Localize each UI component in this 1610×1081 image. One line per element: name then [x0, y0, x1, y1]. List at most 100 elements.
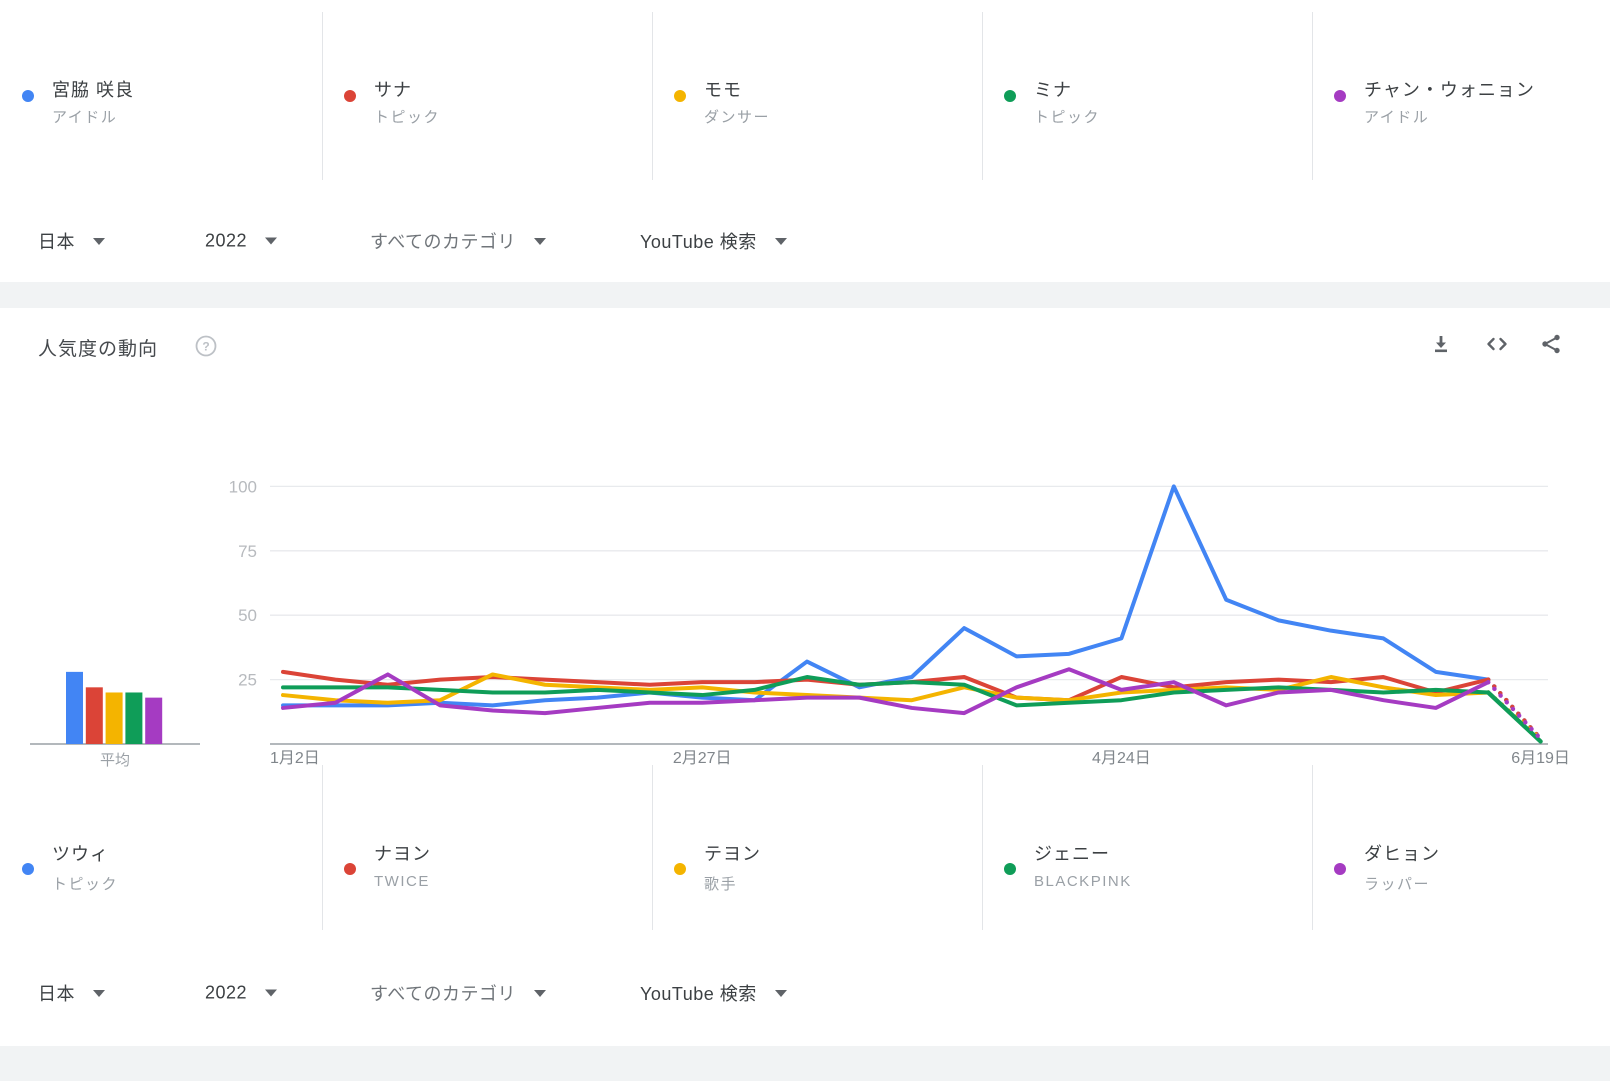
term-category: ダンサー: [704, 109, 771, 126]
chevron-down-icon: [774, 989, 787, 997]
term-card[interactable]: ダヒョン ラッパー: [1312, 758, 1610, 938]
term-label: ナヨン: [374, 844, 431, 864]
search-type-dropdown[interactable]: YouTube 検索: [640, 980, 787, 1006]
chevron-down-icon: [774, 237, 787, 245]
trend-line: [281, 667, 1491, 716]
region-dropdown[interactable]: 日本: [38, 980, 105, 1006]
average-bar[interactable]: [145, 697, 163, 744]
column-divider: [1312, 12, 1313, 180]
x-axis-tick-label: 6月19日: [1511, 750, 1570, 767]
x-axis-tick-label: 1月2日: [270, 750, 320, 767]
term-category: トピック: [374, 109, 441, 126]
term-color-dot-icon: [1004, 863, 1016, 875]
column-divider: [652, 12, 653, 180]
trend-line-partial-data-dashed: [1485, 679, 1543, 742]
term-color-dot-icon: [1004, 90, 1016, 102]
region-value: 日本: [38, 984, 75, 1004]
term-category: 歌手: [704, 876, 738, 893]
category-dropdown[interactable]: すべてのカテゴリ: [370, 980, 547, 1006]
term-category: ラッパー: [1364, 876, 1431, 893]
term-label: チャン・ウォニョン: [1364, 80, 1535, 100]
term-color-dot-icon: [22, 90, 34, 102]
download-icon: [1435, 336, 1447, 353]
term-category: アイドル: [1364, 109, 1430, 126]
trend-chart-canvas[interactable]: 25 50 75 100 平均 1月2日 2月27日 4月24日 6月19日: [0, 430, 1610, 780]
average-label: 平均: [100, 752, 130, 769]
embed-code-icon: [1487, 337, 1507, 351]
chevron-down-icon: [265, 989, 278, 997]
help-button[interactable]: ?: [192, 332, 220, 360]
search-type-value: YouTube 検索: [640, 232, 757, 252]
column-divider: [982, 765, 983, 930]
share-icon: [1542, 334, 1560, 354]
term-color-dot-icon: [344, 863, 356, 875]
filter-bar-bottom: 日本 2022 すべてのカテゴリ YouTube 検索: [0, 953, 1610, 1033]
term-card[interactable]: ミナ トピック: [982, 0, 1304, 200]
term-color-dot-icon: [674, 90, 686, 102]
x-axis-tick-label: 2月27日: [673, 750, 732, 767]
chevron-down-icon: [265, 237, 278, 245]
column-divider: [652, 765, 653, 930]
column-divider: [322, 765, 323, 930]
comparison-section-top: 宮脇 咲良 アイドル サナ トピック モモ ダンサー ミナ トピック チャン・ウォニョン アイドル…: [0, 0, 1610, 282]
download-button[interactable]: [1427, 330, 1455, 358]
term-label: サナ: [374, 80, 412, 100]
region-dropdown[interactable]: 日本: [38, 228, 105, 254]
term-label: モモ: [704, 80, 742, 100]
term-card[interactable]: サナ トピック: [322, 0, 644, 200]
term-label: ツウィ: [52, 844, 109, 864]
category-dropdown[interactable]: すべてのカテゴリ: [370, 228, 547, 254]
term-card[interactable]: ナヨン TWICE: [322, 758, 644, 938]
search-type-value: YouTube 検索: [640, 984, 757, 1004]
category-value: すべてのカテゴリ: [370, 984, 517, 1004]
region-value: 日本: [38, 232, 75, 252]
term-category: トピック: [1034, 109, 1101, 126]
terms-row-top: 宮脇 咲良 アイドル サナ トピック モモ ダンサー ミナ トピック チャン・ウォニョン アイドル: [0, 0, 1610, 200]
column-divider: [982, 12, 983, 180]
y-axis-tick-label: 100: [229, 477, 257, 496]
time-range-value: 2022: [205, 230, 248, 251]
term-color-dot-icon: [22, 863, 34, 875]
interest-over-time-card: 人気度の動向 ? 25 50 75 100 平均 1月2日 2月27日 4月24日 6月19日 …: [0, 308, 1610, 1046]
term-card[interactable]: ツウィ トピック: [0, 758, 322, 938]
column-divider: [1312, 765, 1313, 930]
term-card[interactable]: 宮脇 咲良 アイドル: [0, 0, 322, 200]
y-axis-tick-label: 25: [238, 671, 257, 690]
average-bar[interactable]: [105, 692, 123, 744]
chevron-down-icon: [93, 989, 105, 997]
x-axis-tick-label: 4月24日: [1092, 750, 1151, 767]
time-range-dropdown[interactable]: 2022: [205, 982, 278, 1004]
time-range-dropdown[interactable]: 2022: [205, 230, 278, 252]
term-card[interactable]: モモ ダンサー: [652, 0, 974, 200]
average-bar[interactable]: [66, 671, 83, 744]
term-label: ダヒョン: [1364, 844, 1440, 864]
term-color-dot-icon: [1334, 863, 1346, 875]
time-range-value: 2022: [205, 982, 248, 1003]
share-button[interactable]: [1537, 330, 1565, 358]
term-category: アイドル: [52, 109, 118, 126]
question-mark-circle-icon: ?: [195, 335, 217, 357]
filter-bar-top: 日本 2022 すべてのカテゴリ YouTube 検索: [0, 200, 1610, 282]
trend-line-end: [1485, 690, 1543, 744]
chevron-down-icon: [93, 237, 105, 245]
term-label: 宮脇 咲良: [52, 80, 135, 100]
chart-title: 人気度の動向: [38, 339, 159, 360]
search-type-dropdown[interactable]: YouTube 検索: [640, 228, 787, 254]
average-bar[interactable]: [125, 692, 143, 744]
trend-line: [281, 484, 1491, 708]
trend-line: [281, 675, 1491, 708]
term-card[interactable]: テヨン 歌手: [652, 758, 974, 938]
term-label: テヨン: [704, 844, 761, 864]
svg-text:?: ?: [202, 340, 209, 354]
embed-button[interactable]: [1483, 330, 1511, 358]
term-card[interactable]: ジェニー BLACKPINK: [982, 758, 1304, 938]
term-card[interactable]: チャン・ウォニョン アイドル: [1312, 0, 1610, 200]
term-label: ジェニー: [1034, 844, 1110, 864]
average-bar[interactable]: [85, 687, 103, 744]
terms-row-bottom: ツウィ トピック ナヨン TWICE テヨン 歌手 ジェニー BLACKPINK ダヒョン ラッパ…: [0, 758, 1610, 938]
term-color-dot-icon: [674, 863, 686, 875]
trend-line: [281, 669, 1491, 703]
chevron-down-icon: [534, 237, 547, 245]
category-value: すべてのカテゴリ: [370, 232, 517, 252]
